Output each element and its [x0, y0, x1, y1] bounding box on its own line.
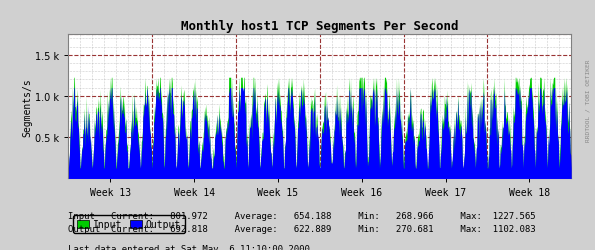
Title: Monthly host1 TCP Segments Per Second: Monthly host1 TCP Segments Per Second	[181, 20, 459, 32]
Text: Output  Current:   692.818     Average:   622.889     Min:   270.681     Max:  1: Output Current: 692.818 Average: 622.889…	[68, 224, 536, 233]
Text: RRDTOOL / TOBI OETIKER: RRDTOOL / TOBI OETIKER	[586, 59, 591, 141]
Y-axis label: Segments/s: Segments/s	[23, 78, 33, 136]
Text: Last data entered at Sat May  6 11:10:00 2000.: Last data entered at Sat May 6 11:10:00 …	[68, 244, 316, 250]
Legend: Input, Output: Input, Output	[73, 215, 184, 233]
Text: Input   Current:   801.972     Average:   654.188     Min:   268.966     Max:  1: Input Current: 801.972 Average: 654.188 …	[68, 211, 536, 220]
